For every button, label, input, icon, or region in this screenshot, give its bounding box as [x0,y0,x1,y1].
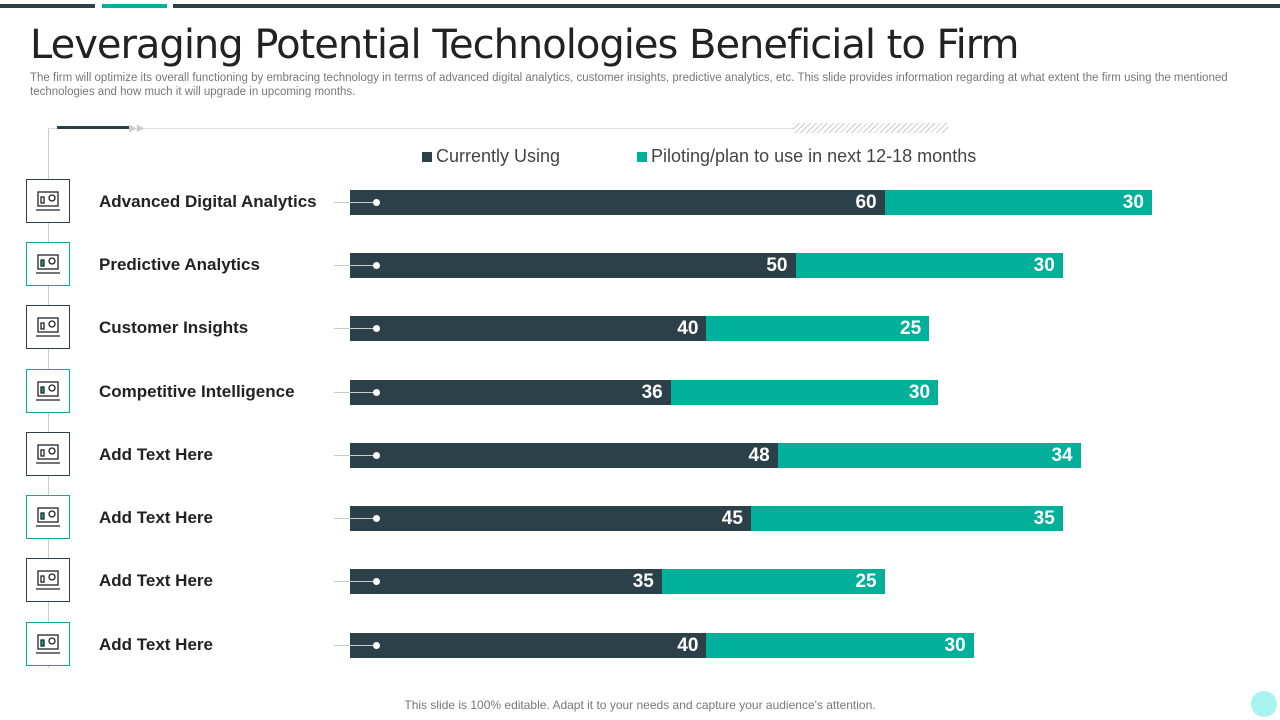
top-accent-bar [173,4,1280,8]
category-label: Add Text Here [99,508,213,527]
category-label: Customer Insights [99,318,249,337]
dark-accent-line [57,126,129,129]
arrow-icon: ▶▶ [129,123,145,134]
chart-row: Advanced Digital Analytics 60 30 [0,179,1280,227]
corner-circle [1251,691,1277,717]
page-subtitle: The firm will optimize its overall funct… [30,72,1228,98]
bar-piloting: 35 [750,506,1063,531]
chart-row: Predictive Analytics 50 30 [0,242,1280,290]
data-label: 36 [641,381,663,403]
bar-piloting: 25 [706,316,930,341]
leader-dot [373,642,380,649]
leader-dot [373,578,380,585]
leader-dot [373,199,380,206]
leader-line [334,328,378,329]
dollar-exchange-icon [26,432,70,476]
browser-window-icon [26,622,70,666]
data-label: 30 [908,381,931,403]
bar-currently-using: 40 [350,316,707,341]
bar-currently-using: 45 [350,506,751,531]
bar-piloting: 30 [670,380,939,405]
data-label: 48 [748,444,770,466]
category-label: Competitive Intelligence [99,382,295,401]
chart-row: Add Text Here 35 25 [0,558,1280,606]
data-label: 35 [1033,507,1055,529]
data-label: 34 [1051,444,1073,466]
bar-currently-using: 48 [350,443,778,468]
data-label: 30 [1033,254,1055,276]
leader-line [334,581,378,582]
chart-row: Customer Insights 40 25 [0,305,1280,353]
leader-dot [373,452,380,459]
laptop-chart-icon [26,558,70,602]
top-line [48,128,948,129]
leader-line [334,265,378,266]
top-accent-bar [0,4,95,8]
customer-insights-icon [26,305,70,349]
top-accent-bar [102,4,167,8]
bar-currently-using: 36 [350,380,671,405]
category-label: Predictive Analytics [99,255,260,274]
leader-line [334,392,378,393]
chart-row: Add Text Here 48 34 [0,432,1280,480]
data-label: 60 [855,191,877,213]
bar-currently-using: 50 [350,253,796,278]
leader-dot [373,262,380,269]
legend-currently-using: Currently Using [422,146,560,167]
chart-row: Competitive Intelligence 36 30 [0,369,1280,417]
data-label: 40 [677,317,699,339]
leader-line [334,202,378,203]
category-label: Add Text Here [99,445,213,464]
leader-line [334,645,378,646]
laptop-dashboard-icon [26,179,70,223]
bar-currently-using: 40 [350,633,707,658]
category-label: Add Text Here [99,571,213,590]
pie-chart-icon [26,495,70,539]
data-label: 25 [855,570,877,592]
bar-currently-using: 60 [350,190,885,215]
leader-line [334,455,378,456]
leader-line [334,518,378,519]
data-label: 45 [721,507,743,529]
data-label: 30 [944,634,966,656]
chart-row: Add Text Here 45 35 [0,495,1280,543]
bar-piloting: 34 [777,443,1081,468]
legend-piloting: Piloting/plan to use in next 12-18 month… [637,146,976,167]
data-label: 25 [900,317,922,339]
bar-piloting: 30 [795,253,1063,278]
presentation-board-icon [26,369,70,413]
footer-note: This slide is 100% editable. Adapt it to… [404,698,876,712]
chart-row: Add Text Here 40 30 [0,622,1280,670]
data-label: 30 [1122,191,1144,213]
bar-piloting: 30 [706,633,974,658]
data-label: 50 [766,254,788,276]
bar-piloting: 25 [661,569,885,594]
bar-piloting: 30 [884,190,1152,215]
leader-dot [373,325,380,332]
leader-dot [373,389,380,396]
category-label: Advanced Digital Analytics [99,192,317,211]
analytics-magnifier-icon [26,242,70,286]
page-title: Leveraging Potential Technologies Benefi… [30,22,1019,68]
data-label: 40 [677,634,699,656]
hatch-decoration [793,123,948,133]
leader-dot [373,515,380,522]
data-label: 35 [632,570,654,592]
category-label: Add Text Here [99,635,213,654]
bar-currently-using: 35 [350,569,662,594]
